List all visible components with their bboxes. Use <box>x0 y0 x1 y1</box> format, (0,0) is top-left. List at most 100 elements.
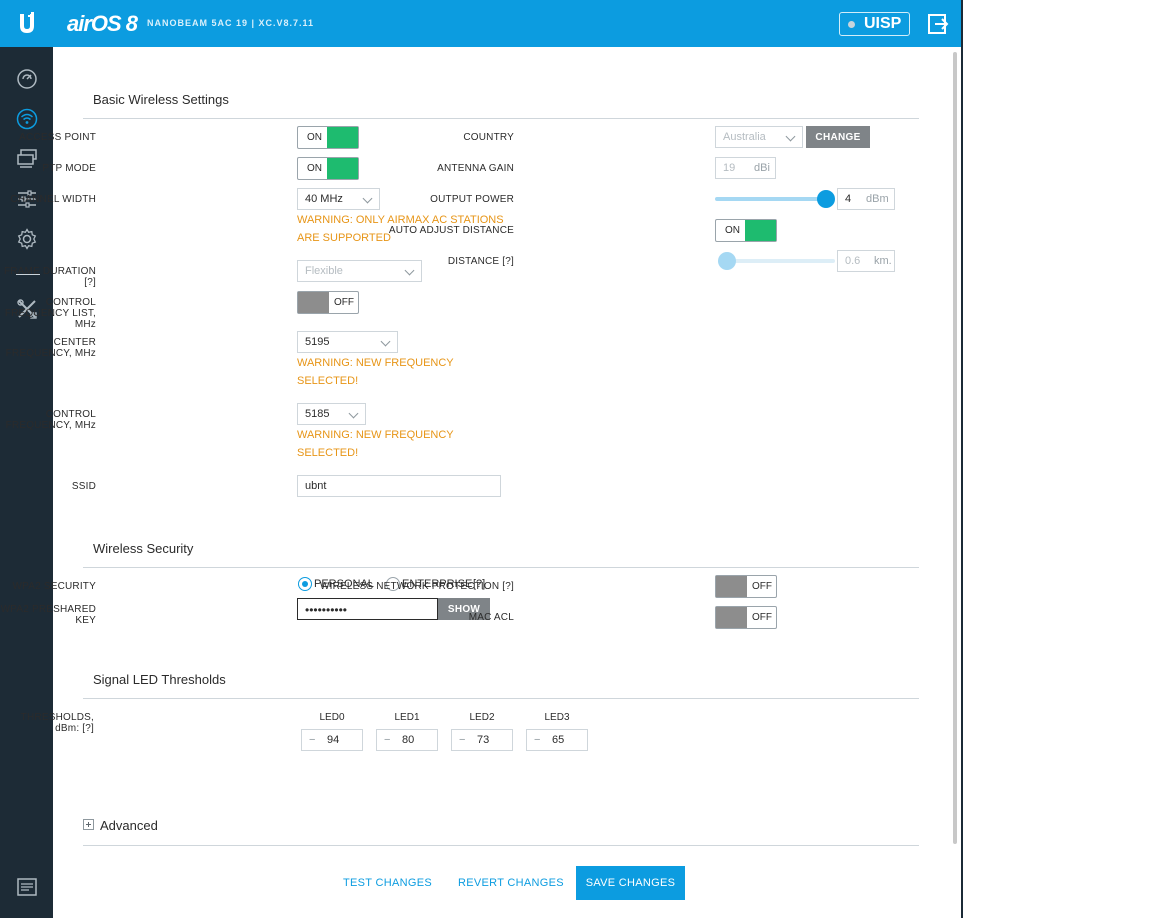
network-icon[interactable] <box>16 148 38 170</box>
output-power-input[interactable]: 4 dBm <box>837 188 895 210</box>
change-country-button[interactable]: CHANGE <box>806 126 870 148</box>
uisp-status-dot <box>848 20 855 28</box>
wpa2-help-link[interactable]: [?] <box>473 578 486 590</box>
ubiquiti-logo-icon[interactable] <box>0 0 53 47</box>
channel-width-select[interactable]: 40 MHz <box>297 188 380 210</box>
section-divider <box>83 567 919 568</box>
control-frequency-label: CONTROL FREQUENCY, MHz <box>5 409 96 431</box>
mac-acl-label: MAC ACL <box>468 612 514 623</box>
section-title-led: Signal LED Thresholds <box>93 672 226 687</box>
uisp-button[interactable]: UISP <box>839 12 910 36</box>
tools-icon[interactable] <box>16 298 38 320</box>
minus-sign: − <box>459 734 466 746</box>
minus-sign: − <box>309 734 316 746</box>
toggle-state: OFF <box>752 612 772 623</box>
led2-input[interactable]: −73 <box>451 729 513 751</box>
channel-width-label: CHANNEL WIDTH <box>10 194 96 205</box>
distance-slider-track[interactable] <box>718 259 835 263</box>
control-frequency-value: 5185 <box>305 408 330 420</box>
antenna-gain-input[interactable]: 19 dBi <box>715 157 776 179</box>
auto-adjust-distance-toggle[interactable]: ON <box>715 219 777 242</box>
toggle-knob <box>327 158 358 179</box>
country-label: COUNTRY <box>463 132 514 143</box>
airos-window: airOS 8 NANOBEAM 5AC 19 | XC.V8.7.11 UIS… <box>0 0 963 918</box>
device-model: NANOBEAM 5AC 19 | XC.V8.7.11 <box>147 18 315 28</box>
section-divider <box>83 118 919 119</box>
center-frequency-select[interactable]: 5195 <box>297 331 398 353</box>
led3-input[interactable]: −65 <box>526 729 588 751</box>
minus-sign: − <box>534 734 541 746</box>
sidebar <box>0 47 53 918</box>
section-title-security: Wireless Security <box>93 541 194 556</box>
test-changes-button[interactable]: TEST CHANGES <box>343 877 432 889</box>
access-point-label: ACCESS POINT <box>19 132 96 143</box>
revert-changes-button[interactable]: REVERT CHANGES <box>458 877 564 889</box>
country-value: Australia <box>723 131 766 143</box>
show-key-button[interactable]: SHOW <box>438 598 490 620</box>
section-title-basic: Basic Wireless Settings <box>93 92 229 107</box>
distance-slider-handle[interactable] <box>718 252 736 270</box>
distance-input[interactable]: 0.6 km. <box>837 250 895 272</box>
led1-value: 80 <box>402 734 415 746</box>
access-point-toggle[interactable]: ON <box>297 126 359 149</box>
thresholds-label: THRESHOLDS, dBm: [?] <box>20 712 94 734</box>
personal-radio[interactable] <box>298 577 312 591</box>
toggle-state: OFF <box>752 581 772 592</box>
country-select[interactable]: Australia <box>715 126 803 148</box>
uisp-label: UISP <box>864 15 902 32</box>
enterprise-radio-label: ENTERPRISE <box>402 578 473 590</box>
save-changes-button[interactable]: SAVE CHANGES <box>576 866 685 900</box>
ssid-input[interactable]: ubnt <box>297 475 501 497</box>
distance-unit: km. <box>874 255 892 267</box>
output-power-slider-handle[interactable] <box>817 190 835 208</box>
chevron-down-icon <box>348 408 359 419</box>
led0-header: LED0 <box>319 712 345 723</box>
wpa2-key-input[interactable]: •••••••••• <box>297 598 438 620</box>
output-power-slider-track[interactable] <box>715 197 826 201</box>
advanced-toggle[interactable]: Advanced <box>100 818 158 833</box>
expand-plus-icon[interactable] <box>83 819 94 830</box>
settings-icon[interactable] <box>16 228 38 250</box>
wpa2-key-label: WPA2 PRESHARED KEY <box>0 604 96 626</box>
section-divider <box>83 698 919 699</box>
wireless-network-protection-label: WIRELESS NETWORK PROTECTION [?] <box>320 581 514 592</box>
toggle-state: ON <box>307 163 322 174</box>
logout-icon[interactable] <box>927 13 949 35</box>
frame-duration-select[interactable]: Flexible <box>297 260 422 282</box>
center-frequency-warning-line2: SELECTED! <box>297 375 359 387</box>
output-power-unit: dBm <box>866 193 889 205</box>
led1-input[interactable]: −80 <box>376 729 438 751</box>
channel-width-warning-line2: ARE SUPPORTED <box>297 232 391 244</box>
chevron-down-icon <box>380 336 391 347</box>
control-frequency-list-label: CONTROL FREQUENCY LIST, MHz <box>4 297 96 330</box>
control-frequency-warning-line1: WARNING: NEW FREQUENCY <box>297 429 454 441</box>
wireless-icon[interactable] <box>16 108 38 130</box>
control-frequency-list-toggle[interactable]: OFF <box>297 291 359 314</box>
center-frequency-value: 5195 <box>305 336 330 348</box>
led0-input[interactable]: −94 <box>301 729 363 751</box>
ssid-label: SSID <box>71 481 96 492</box>
log-icon[interactable] <box>16 876 38 898</box>
control-frequency-select[interactable]: 5185 <box>297 403 366 425</box>
led1-header: LED1 <box>394 712 420 723</box>
toggle-knob <box>745 220 776 241</box>
wpa2-security-label: WPA2 SECURITY <box>12 581 96 592</box>
antenna-gain-value: 19 <box>723 162 736 174</box>
ptp-mode-toggle[interactable]: ON <box>297 157 359 180</box>
ptp-mode-label: PTP MODE <box>42 163 96 174</box>
output-power-label: OUTPUT POWER <box>430 194 514 205</box>
toggle-knob <box>716 576 747 597</box>
section-divider <box>83 845 919 846</box>
distance-value: 0.6 <box>845 255 861 267</box>
services-icon[interactable] <box>16 188 38 210</box>
led0-value: 94 <box>327 734 340 746</box>
wireless-network-protection-toggle[interactable]: OFF <box>715 575 777 598</box>
auto-adjust-distance-label: AUTO ADJUST DISTANCE <box>388 225 514 236</box>
dashboard-icon[interactable] <box>16 68 38 90</box>
enterprise-radio[interactable] <box>386 577 400 591</box>
antenna-gain-label: ANTENNA GAIN <box>437 163 514 174</box>
mac-acl-toggle[interactable]: OFF <box>715 606 777 629</box>
chevron-down-icon <box>404 265 415 276</box>
antenna-gain-unit: dBi <box>754 162 770 174</box>
scrollbar[interactable] <box>953 52 957 844</box>
